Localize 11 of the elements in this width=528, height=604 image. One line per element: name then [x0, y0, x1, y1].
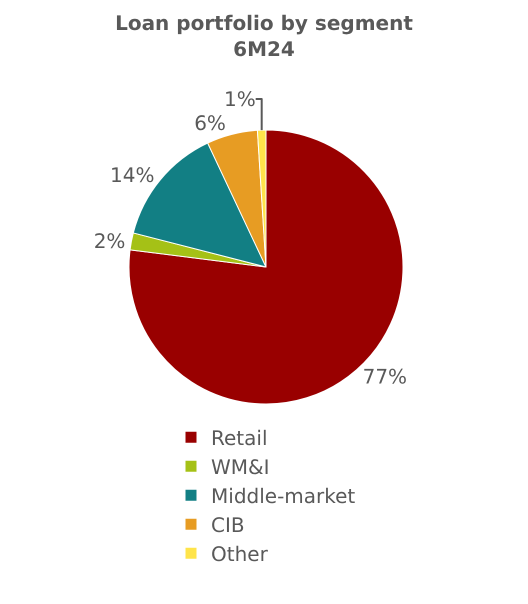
data-label: 1% — [224, 87, 256, 112]
data-label: 2% — [94, 228, 126, 253]
data-label: 77% — [362, 364, 408, 389]
legend-label: Retail — [211, 426, 268, 450]
legend-label: Middle-market — [211, 484, 356, 508]
legend-label: WM&I — [211, 455, 270, 479]
data-label: 6% — [194, 111, 226, 136]
data-label: 14% — [110, 162, 154, 187]
legend-label: CIB — [211, 513, 245, 537]
chart-title: Loan portfolio by segment 6M24 — [115, 11, 414, 62]
legend-label: Other — [211, 542, 269, 566]
